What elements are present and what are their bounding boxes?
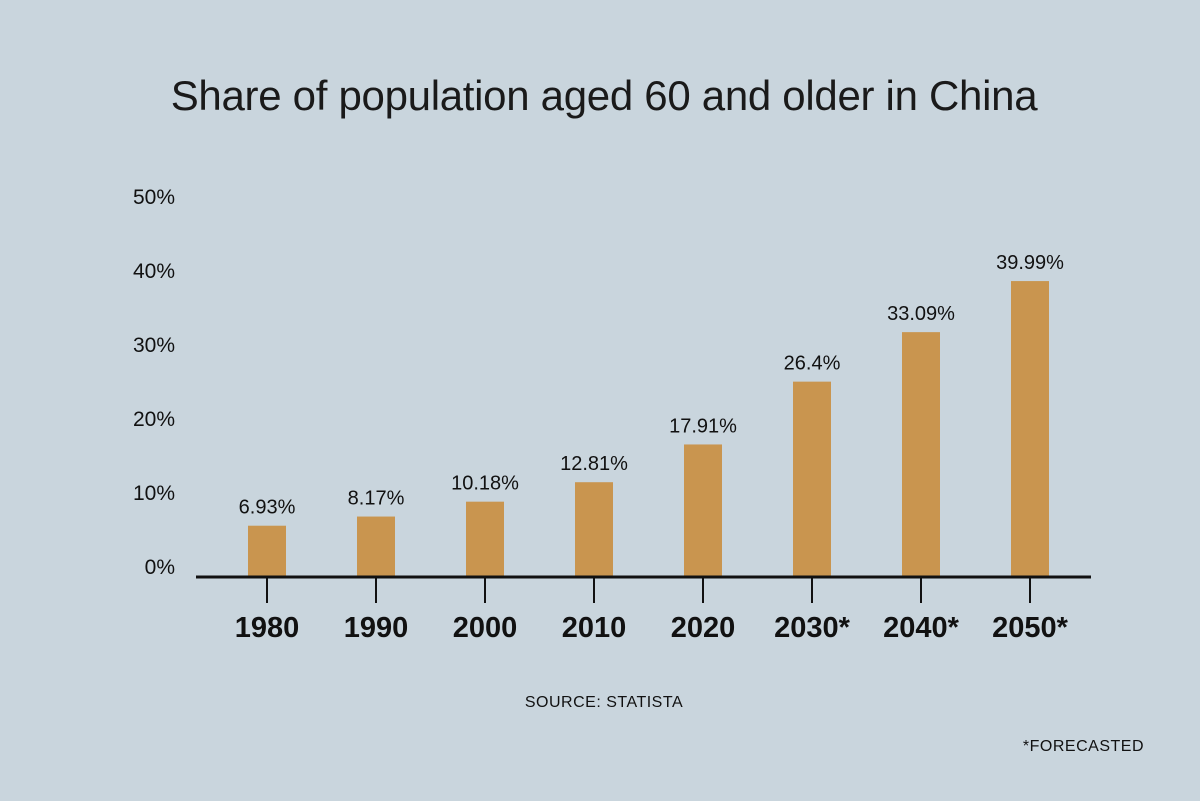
bar-2030: [793, 381, 831, 577]
value-label: 33.09%: [887, 303, 955, 325]
y-tick-label: 50%: [133, 186, 175, 209]
y-tick-label: 30%: [133, 334, 175, 357]
value-label: 6.93%: [239, 497, 296, 519]
y-tick-label: 40%: [133, 260, 175, 283]
x-tick-label: 2030*: [774, 612, 851, 644]
forecast-footnote: *FORECASTED: [1022, 738, 1144, 755]
x-tick-label: 1980: [235, 612, 300, 644]
x-tick-label: 2000: [453, 612, 518, 644]
value-label: 39.99%: [996, 252, 1064, 274]
y-tick-label: 10%: [133, 482, 175, 505]
value-label: 8.17%: [348, 488, 405, 510]
value-label: 17.91%: [669, 415, 737, 437]
y-axis-ticks: 0% 10% 20% 30% 40% 50%: [133, 186, 175, 579]
bar-1990: [357, 516, 395, 577]
x-tick-label: 2020: [671, 612, 736, 644]
bar-2050: [1011, 281, 1049, 577]
x-tick-label: 1990: [344, 612, 409, 644]
y-tick-label: 0%: [145, 556, 175, 579]
value-label: 12.81%: [560, 453, 628, 475]
bar-2010: [575, 482, 613, 577]
value-label: 10.18%: [451, 473, 519, 495]
bar-2040: [902, 332, 940, 577]
chart-title: Share of population aged 60 and older in…: [170, 72, 1038, 119]
x-axis-ticks: 1980 1990 2000 2010 2020 2030* 2040* 2050*: [235, 577, 1069, 644]
bar-1980: [248, 525, 286, 577]
value-label: 26.4%: [784, 353, 841, 375]
source-note: SOURCE: STATISTA: [524, 694, 684, 711]
x-tick-label: 2050*: [992, 612, 1069, 644]
bar-2020: [684, 444, 722, 577]
bar-2000: [466, 501, 504, 577]
x-tick-label: 2040*: [883, 612, 960, 644]
x-tick-label: 2010: [562, 612, 627, 644]
y-tick-label: 20%: [133, 408, 175, 431]
bars: [248, 281, 1049, 577]
value-labels: 6.93% 8.17% 10.18% 12.81% 17.91% 26.4% 33.09% 3…: [239, 252, 1064, 519]
